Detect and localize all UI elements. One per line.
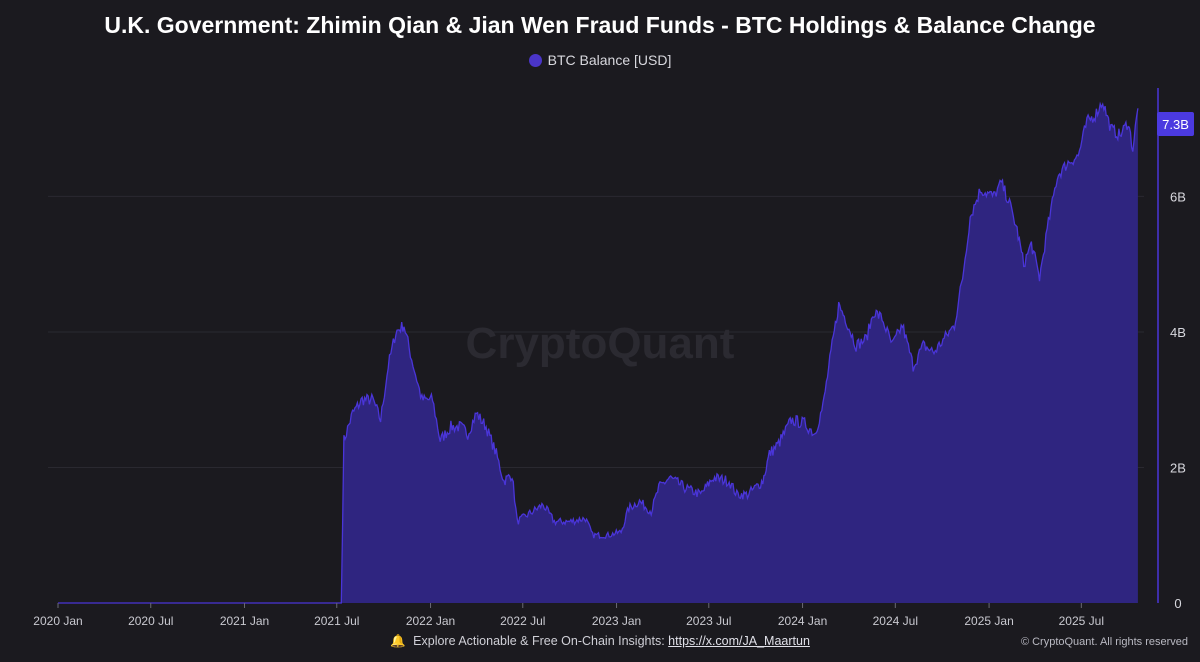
x-tick-label: 2023 Jul xyxy=(686,614,731,628)
footer-link[interactable]: https://x.com/JA_Maartun xyxy=(668,634,810,648)
x-tick-label: 2021 Jul xyxy=(314,614,359,628)
y-tick-label: 4B xyxy=(1170,325,1186,340)
footer-explore-text: Explore Actionable & Free On-Chain Insig… xyxy=(413,634,665,648)
y-tick-label: 6B xyxy=(1170,189,1186,204)
x-tick-label: 2024 Jan xyxy=(778,614,827,628)
x-tick-label: 2023 Jan xyxy=(592,614,641,628)
x-tick-label: 2025 Jan xyxy=(964,614,1013,628)
y-tick-label: 2B xyxy=(1170,460,1186,475)
series-line xyxy=(58,101,1139,604)
x-tick-label: 2020 Jan xyxy=(33,614,82,628)
x-tick-label: 2020 Jul xyxy=(128,614,173,628)
series-area xyxy=(58,104,1138,603)
x-tick-label: 2022 Jan xyxy=(406,614,455,628)
bell-icon: 🔔 xyxy=(390,634,406,648)
legend[interactable]: BTC Balance [USD] xyxy=(0,52,1200,68)
x-tick-label: 2024 Jul xyxy=(873,614,918,628)
copyright-text: © CryptoQuant. All rights reserved xyxy=(1020,636,1188,648)
chart-title: U.K. Government: Zhimin Qian & Jian Wen … xyxy=(104,12,1096,38)
y-tick-label: 0 xyxy=(1174,596,1181,611)
x-tick-label: 2022 Jul xyxy=(500,614,545,628)
y-axis: 0 2B 4B 6B xyxy=(1170,189,1186,611)
x-tick-label: 2021 Jan xyxy=(220,614,269,628)
badge-label: 7.3B xyxy=(1162,117,1189,132)
legend-swatch xyxy=(528,53,542,67)
x-axis: 2020 Jan 2020 Jul 2021 Jan 2021 Jul 2022 Jan… xyxy=(33,603,1104,628)
last-value-badge: 7.3B xyxy=(1157,112,1194,136)
x-tick-label: 2025 Jul xyxy=(1059,614,1104,628)
legend-label: BTC Balance [USD] xyxy=(547,52,672,68)
badge-background xyxy=(1157,112,1194,136)
watermark-logo: CryptoQuant xyxy=(466,319,735,368)
